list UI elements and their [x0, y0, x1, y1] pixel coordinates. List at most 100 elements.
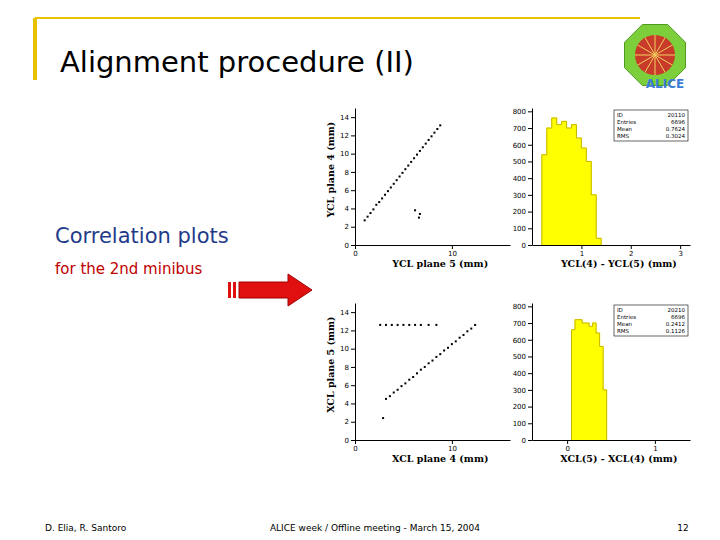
tick-mark — [528, 228, 532, 229]
tick-label: 600 — [513, 141, 526, 149]
tick-label: 800 — [513, 108, 526, 116]
tick-label: 0 — [345, 242, 349, 250]
tick-label: 14 — [340, 114, 349, 122]
axis: 0100200300400500600700800 — [513, 108, 533, 250]
tick-mark — [351, 208, 355, 209]
tick-label: 500 — [513, 353, 526, 361]
point — [422, 146, 424, 148]
tick: 800 — [513, 108, 532, 116]
stats-value: 6696 — [671, 119, 685, 125]
tick-mark — [680, 245, 681, 249]
point — [435, 324, 437, 326]
point — [408, 324, 410, 326]
bar — [596, 333, 600, 440]
tick-mark — [528, 407, 532, 408]
tick-mark — [351, 117, 355, 118]
tick-label: 6 — [345, 187, 350, 195]
tick: 0 — [565, 440, 569, 453]
tick-label: 200 — [513, 403, 526, 411]
bar — [600, 346, 604, 440]
x-axis-title: YCL(4) - YCL(5) (mm) — [560, 258, 677, 269]
tick-label: 700 — [513, 125, 526, 133]
tick-mark — [351, 403, 355, 404]
point — [389, 395, 391, 397]
point — [396, 179, 398, 181]
tick: 2 — [345, 223, 355, 231]
point — [439, 124, 441, 126]
tick: 100 — [513, 420, 532, 428]
point — [412, 376, 414, 378]
stats-value: 20210 — [668, 307, 686, 313]
point — [443, 349, 445, 351]
stats-label: RMS — [617, 133, 630, 139]
tick-label: 12 — [340, 132, 349, 140]
tick: 10 — [340, 345, 355, 353]
point — [401, 385, 403, 387]
bar — [586, 323, 590, 440]
tick-mark — [528, 373, 532, 374]
stats-value: 0.7624 — [666, 126, 686, 132]
bar — [572, 330, 576, 440]
footer-page: 12 — [677, 523, 688, 533]
point — [419, 213, 421, 215]
tick-label: 0 — [353, 250, 357, 258]
axis-line — [356, 245, 511, 246]
tick-label: 6 — [345, 382, 350, 390]
point — [382, 417, 384, 419]
logo-ray — [655, 55, 665, 72]
point — [385, 324, 387, 326]
tick-mark — [528, 323, 532, 324]
arrow — [228, 274, 312, 306]
tick-label: 14 — [340, 309, 349, 317]
tick: 600 — [513, 141, 532, 149]
tick-mark — [351, 245, 355, 246]
chart-histogram: 010100200300400500600700800XCL(5) - XCL(… — [513, 303, 691, 464]
title: Alignment procedure (II) — [60, 45, 414, 79]
logo-core — [635, 35, 675, 75]
chart-scatter: 01002468101214YCL plane 5 (mm)YCL plane … — [325, 109, 511, 270]
tick-mark — [351, 227, 355, 228]
bar — [593, 323, 597, 440]
point — [385, 398, 387, 400]
point — [474, 324, 476, 326]
x-axis-title: XCL(5) - XCL(4) (mm) — [560, 453, 677, 464]
tick: 400 — [513, 370, 532, 378]
axis-line — [356, 440, 511, 441]
point — [436, 128, 438, 130]
tick-mark — [528, 161, 532, 162]
point — [470, 328, 472, 330]
point — [463, 334, 465, 336]
axis: 010 — [353, 245, 510, 258]
point — [397, 324, 399, 326]
tick-mark — [528, 306, 532, 307]
subtitle: Correlation plots — [55, 224, 229, 248]
point — [370, 212, 372, 214]
axis-line — [532, 109, 533, 246]
tick: 300 — [513, 387, 532, 395]
bar — [557, 125, 562, 245]
stats-box: ID20110Entries6696Mean0.7624RMS0.3024 — [614, 110, 688, 141]
tick-mark — [355, 245, 356, 249]
stats-label: RMS — [617, 328, 630, 334]
logo-ray — [655, 35, 656, 55]
axis-line — [355, 304, 356, 441]
tick-mark — [581, 245, 582, 249]
tick-label: 700 — [513, 320, 526, 328]
plot-marks — [364, 124, 442, 221]
arrow-stripe — [228, 282, 231, 298]
point — [407, 165, 409, 167]
point — [410, 161, 412, 163]
tick-mark — [351, 172, 355, 173]
point — [384, 194, 386, 196]
border-top — [35, 17, 640, 19]
tick-label: 500 — [513, 158, 526, 166]
tick-mark — [631, 245, 632, 249]
point — [402, 324, 404, 326]
bar — [572, 125, 577, 245]
logo-ray — [635, 55, 655, 56]
axis: 01 — [533, 440, 691, 453]
tick-mark — [528, 128, 532, 129]
plot-marks — [542, 118, 601, 245]
point — [413, 157, 415, 159]
stats-frame — [614, 110, 688, 141]
